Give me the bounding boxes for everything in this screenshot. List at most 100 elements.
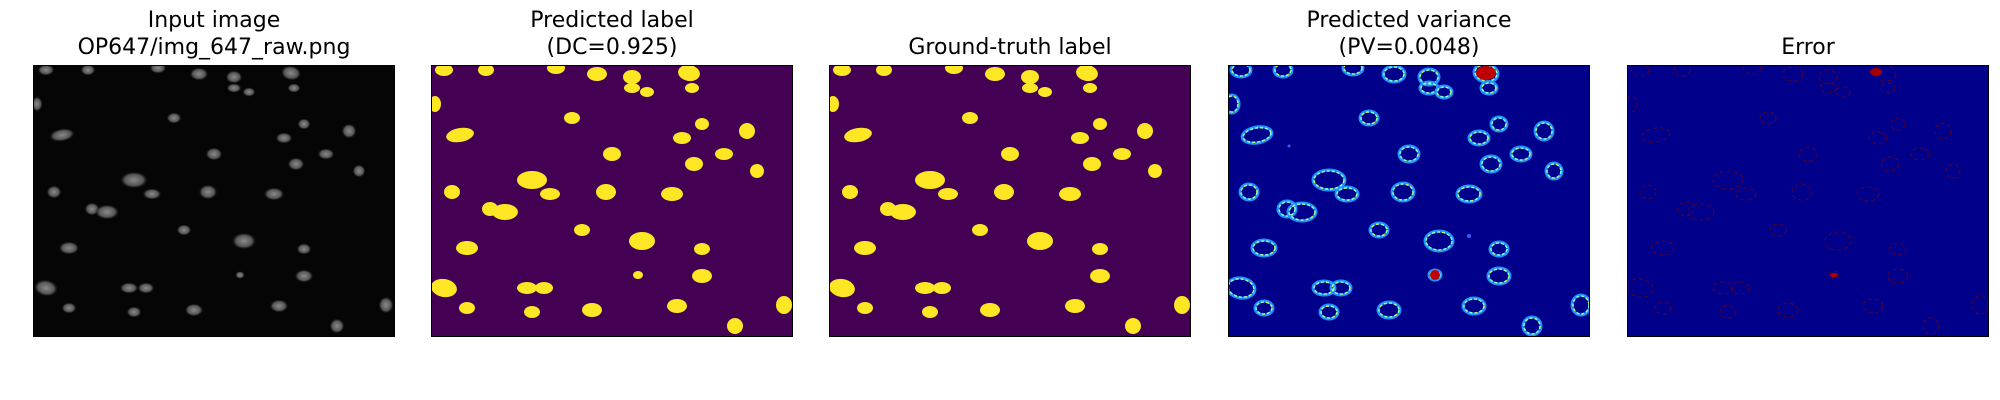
variance-ring-peak: [1255, 301, 1273, 315]
panel-title: Input image OP647/img_647_raw.png: [33, 7, 395, 61]
variance-ring: [1381, 66, 1407, 84]
error-outline: [1677, 201, 1695, 217]
variance-ring-peak: [1490, 242, 1508, 256]
nucleus-blob: [540, 188, 560, 200]
error-outline: [1782, 66, 1804, 82]
variance-ring-peak: [1469, 131, 1489, 145]
variance-ring: [1329, 279, 1353, 297]
high-variance-spot: [1430, 270, 1440, 280]
nucleus-blob: [517, 282, 537, 294]
error-outline: [1910, 147, 1930, 161]
nucleus-blob: [1174, 296, 1190, 314]
title-line-2: (PV=0.0048): [1338, 35, 1480, 60]
nucleus: [34, 96, 43, 112]
input-image-plot: [33, 65, 395, 337]
variance-ring: [1390, 181, 1416, 203]
nucleus-blob: [857, 302, 873, 314]
error-outline: [1735, 187, 1757, 201]
error-outline: [1791, 183, 1813, 201]
variance-ring-peak: [1535, 122, 1553, 140]
variance-ring: [1229, 93, 1241, 115]
variance-ring-peak: [1481, 156, 1501, 172]
nucleus-blob: [574, 224, 590, 236]
nucleus-blob: [587, 67, 607, 81]
nucleus: [199, 184, 217, 200]
background: [830, 66, 1190, 336]
variance-ring-peak: [1240, 184, 1258, 200]
nucleus: [287, 83, 301, 93]
variance-ring: [1488, 240, 1510, 258]
variance-ring: [1311, 168, 1347, 192]
nucleus-blob: [833, 66, 851, 76]
nucleus-blob: [685, 83, 699, 93]
nucleus-blob: [459, 302, 475, 314]
variance-ring: [1229, 276, 1257, 300]
variance-ring: [1479, 80, 1499, 96]
variance-ring-peak: [1288, 203, 1316, 221]
nucleus: [126, 306, 142, 318]
nucleus-blob: [446, 127, 474, 143]
variance-speck: [1287, 144, 1291, 148]
error-outline: [1862, 298, 1884, 314]
title-line-1: Input image: [147, 8, 281, 33]
nucleus-blob: [962, 112, 978, 124]
variance-ring-peak: [1313, 281, 1335, 295]
nucleus-blob: [915, 171, 945, 189]
background: [432, 66, 792, 336]
nucleus-blob: [1137, 123, 1153, 139]
nucleus-blob: [524, 306, 540, 318]
variance-ring-peak: [1370, 223, 1388, 237]
variance-ring-peak: [1360, 111, 1378, 125]
variance-ring: [1479, 154, 1503, 174]
variance-ring: [1238, 182, 1260, 202]
nucleus-blob: [633, 271, 643, 279]
variance-ring-peak: [1383, 66, 1405, 82]
nucleus: [317, 148, 335, 160]
nucleus: [61, 302, 77, 314]
nucleus-blob: [776, 296, 792, 314]
error-spot: [1870, 68, 1882, 76]
nucleus: [297, 118, 311, 130]
variance-ring: [1311, 279, 1337, 297]
error-outline: [1639, 184, 1657, 200]
nucleus-blob: [667, 299, 687, 313]
nucleus-blob: [1113, 148, 1131, 160]
predicted-label-plot: [431, 65, 793, 337]
background: [34, 66, 394, 336]
nucleus-blob: [938, 188, 958, 200]
variance-ring-peak: [1523, 317, 1541, 335]
panel-title: Ground-truth label: [829, 7, 1191, 61]
variance-ring-peak: [1242, 127, 1272, 143]
panel-ground-truth-label: Ground-truth label: [829, 0, 1191, 340]
nucleus-blob: [1092, 243, 1108, 255]
variance-ring-peak: [1463, 298, 1485, 314]
variance-ring-peak: [1546, 163, 1562, 179]
error-outline: [1819, 82, 1837, 94]
nucleus-blob: [1021, 70, 1039, 84]
nucleus-blob: [715, 148, 733, 160]
nucleus-blob: [692, 269, 712, 283]
nucleus: [296, 243, 312, 255]
nucleus-blob: [673, 132, 691, 144]
title-line-1: [829, 7, 1191, 34]
variance-ring: [1544, 161, 1564, 181]
nucleus: [59, 241, 79, 255]
nucleus: [185, 303, 203, 317]
nucleus-blob: [727, 318, 743, 334]
nucleus-blob: [1125, 318, 1141, 334]
nucleus: [232, 232, 256, 250]
error-outline: [1777, 302, 1799, 318]
nucleus-blob: [1090, 269, 1110, 283]
error-outline: [1759, 111, 1777, 125]
variance-ring: [1489, 115, 1509, 133]
error-outline: [1651, 240, 1675, 256]
title-line-1: [1627, 7, 1989, 34]
variance-ring: [1417, 67, 1441, 87]
nucleus: [49, 128, 75, 142]
variance-ring: [1434, 84, 1454, 100]
variance-ring-peak: [1378, 302, 1400, 318]
error-outline: [1769, 223, 1787, 237]
error-outline: [1945, 163, 1961, 179]
error-outline: [1818, 69, 1838, 85]
variance-ring: [1423, 229, 1455, 253]
